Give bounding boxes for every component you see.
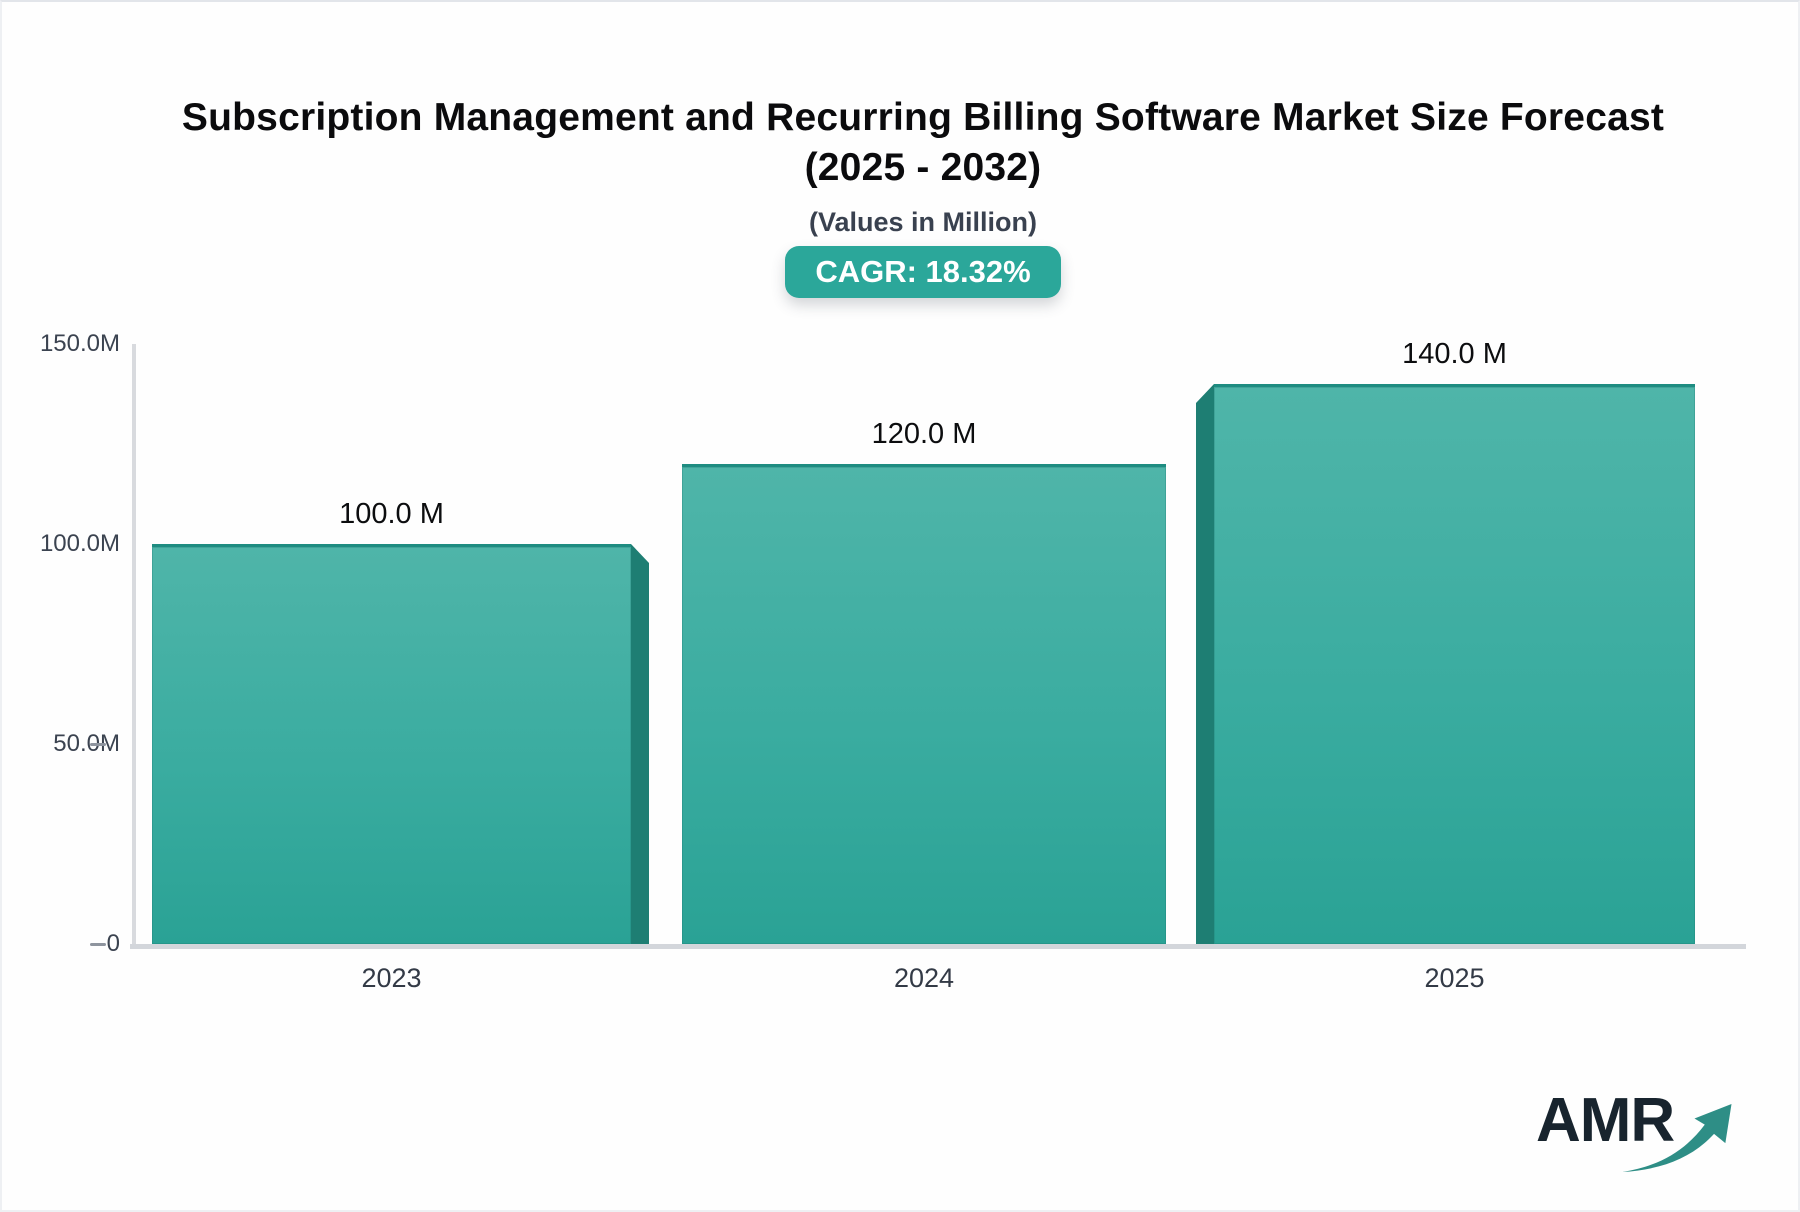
header: Subscription Management and Recurring Bi… [48, 94, 1798, 298]
bar-2023 [152, 544, 631, 944]
x-axis-category-label: 2023 [361, 963, 422, 993]
bar-2024 [682, 464, 1166, 944]
amr-logo-text: AMR [1536, 1086, 1675, 1155]
y-axis-tick-mark [90, 743, 106, 746]
y-axis-tick-mark [90, 943, 106, 946]
cagr-badge: CAGR: 18.32% [785, 246, 1061, 298]
chart-title-line2: (2025 - 2032) [804, 146, 1042, 189]
bar-2025 [1214, 384, 1695, 944]
bar-3d-side [1196, 384, 1214, 944]
y-axis-tick-label: 100.0M [39, 530, 120, 557]
y-axis-tick-label: 50.0M [53, 730, 120, 757]
chart-title-line1: Subscription Management and Recurring Bi… [181, 96, 1665, 139]
bar-value-label: 140.0 M [1402, 338, 1507, 370]
amr-logo: AMR [1536, 1086, 1756, 1172]
x-axis-category-label: 2024 [893, 963, 955, 993]
y-axis-line [132, 344, 136, 949]
bar-3d-side [631, 544, 649, 944]
y-axis-tick-label: 0 [106, 930, 120, 957]
x-axis-category-label: 2025 [1424, 963, 1485, 993]
trend-up-arrow-icon [1622, 1104, 1732, 1172]
y-axis-tick-label: 150.0M [39, 330, 120, 357]
bar-value-label: 100.0 M [339, 498, 444, 530]
bar-value-label: 120.0 M [871, 418, 977, 450]
chart-subtitle: (Values in Million) [808, 207, 1038, 237]
x-axis-line [130, 944, 1746, 949]
